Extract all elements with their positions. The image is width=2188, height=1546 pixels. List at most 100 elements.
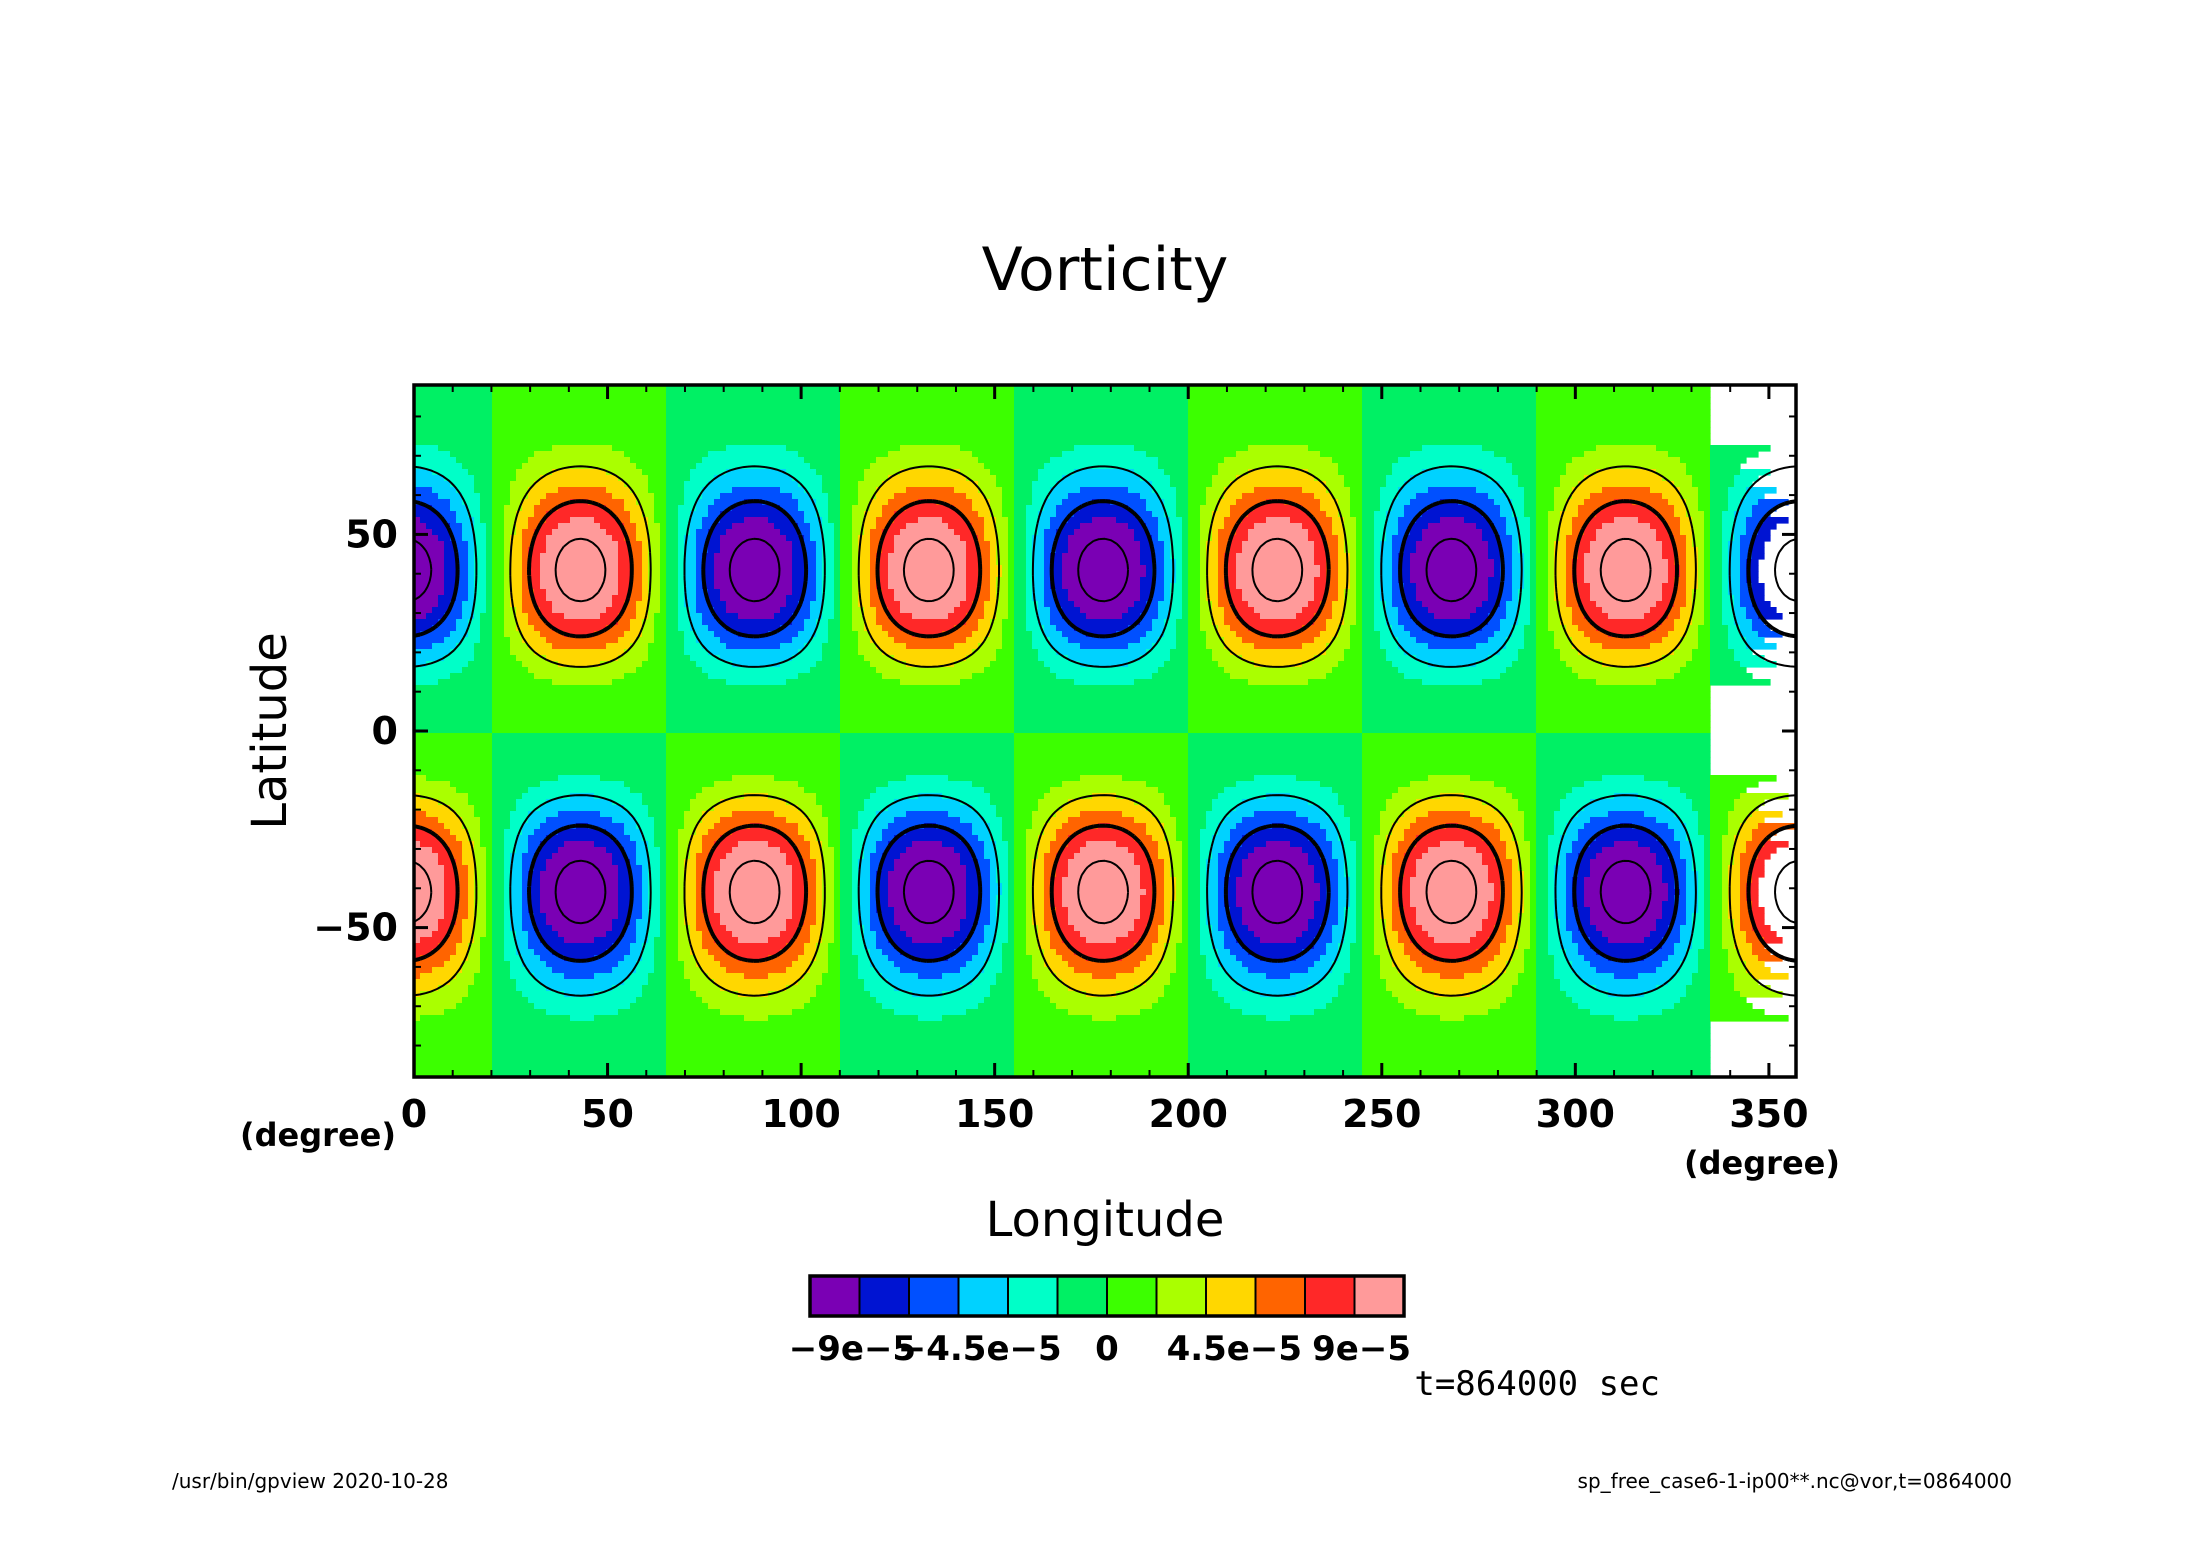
field-cell <box>1380 571 1393 578</box>
field-cell <box>1014 793 1045 800</box>
field-cell <box>474 601 487 608</box>
field-cell <box>1362 541 1375 548</box>
field-cell <box>1662 865 1675 872</box>
field-cell <box>696 907 703 914</box>
field-cell <box>1344 805 1363 812</box>
field-cell <box>1530 877 1537 884</box>
field-cell <box>1026 547 1033 554</box>
field-cell <box>1044 913 1057 920</box>
field-cell <box>870 565 877 572</box>
field-cell <box>414 865 445 872</box>
field-cell <box>1146 781 1189 788</box>
field-cell <box>1674 835 1687 842</box>
field-cell <box>1044 853 1057 860</box>
field-cell <box>618 571 631 578</box>
field-cell <box>1044 895 1051 902</box>
field-cell <box>888 631 913 638</box>
field-cell <box>1188 565 1201 572</box>
field-cell <box>1338 577 1351 584</box>
field-cell <box>1044 901 1051 908</box>
field-cell <box>1164 871 1171 878</box>
field-cell <box>828 511 841 518</box>
field-cell <box>1188 757 1363 764</box>
field-cell <box>1254 643 1303 650</box>
field-cell <box>1074 949 1129 956</box>
field-cell <box>1686 535 1693 542</box>
field-cell <box>1674 619 1693 626</box>
field-cell <box>960 853 973 860</box>
field-cell <box>714 805 799 812</box>
field-cell <box>1704 859 1711 866</box>
field-cell <box>1704 937 1711 944</box>
field-cell <box>516 943 529 950</box>
field-cell <box>1722 865 1729 872</box>
field-cell <box>780 505 799 512</box>
field-cell <box>1674 535 1687 542</box>
field-cell <box>414 601 439 608</box>
field-cell <box>1530 859 1537 866</box>
field-cell <box>1134 679 1189 686</box>
field-cell <box>486 883 493 890</box>
field-cell <box>660 919 667 926</box>
field-cell <box>1722 841 1735 848</box>
field-cell <box>1740 829 1753 836</box>
field-cell <box>1362 757 1537 764</box>
field-cell <box>840 457 877 464</box>
field-cell <box>624 523 637 530</box>
field-cell <box>624 931 637 938</box>
field-cell <box>1566 631 1585 638</box>
field-cell <box>432 829 451 836</box>
field-cell <box>642 469 667 476</box>
field-cell <box>1014 595 1027 602</box>
field-cell <box>684 817 703 824</box>
field-cell <box>1416 547 1489 554</box>
field-cell <box>1140 841 1159 848</box>
field-cell <box>666 445 727 452</box>
field-cell <box>798 505 817 512</box>
field-cell <box>840 673 883 680</box>
field-cell <box>666 751 841 758</box>
field-cell <box>1032 901 1045 908</box>
field-cell <box>840 517 853 524</box>
field-cell <box>1350 625 1363 632</box>
field-cell <box>486 583 493 590</box>
field-cell <box>540 475 619 482</box>
field-cell <box>1134 529 1147 536</box>
field-cell <box>444 871 457 878</box>
field-cell <box>1404 811 1429 818</box>
field-cell <box>1392 859 1405 866</box>
field-cell <box>1188 769 1363 776</box>
field-cell <box>1326 919 1339 926</box>
field-cell <box>1362 553 1375 560</box>
field-cell <box>1230 601 1249 608</box>
field-cell <box>1596 529 1657 536</box>
field-cell <box>486 571 493 578</box>
field-cell <box>1014 673 1057 680</box>
field-cell <box>462 493 481 500</box>
field-cell <box>1728 487 1747 494</box>
field-cell <box>840 691 1015 698</box>
field-cell <box>1380 595 1393 602</box>
field-cell <box>1152 871 1165 878</box>
field-cell <box>1404 949 1423 956</box>
field-cell <box>1512 919 1519 926</box>
field-cell <box>1530 919 1537 926</box>
field-cell <box>876 931 889 938</box>
field-cell <box>948 955 973 962</box>
field-cell <box>1374 877 1381 884</box>
field-cell <box>1482 925 1495 932</box>
field-cell <box>1512 541 1519 548</box>
field-cell <box>840 889 853 896</box>
field-cell <box>1752 943 1765 950</box>
field-cell <box>1602 829 1651 836</box>
field-cell <box>816 589 823 596</box>
field-cell <box>1686 469 1711 476</box>
field-cell <box>1200 913 1207 920</box>
field-cell <box>414 883 445 890</box>
field-cell <box>1392 853 1405 860</box>
field-cell <box>1536 733 1711 740</box>
field-cell <box>1518 943 1531 950</box>
field-cell <box>1188 727 1363 734</box>
field-cell <box>690 655 721 662</box>
field-cell <box>1008 553 1015 560</box>
